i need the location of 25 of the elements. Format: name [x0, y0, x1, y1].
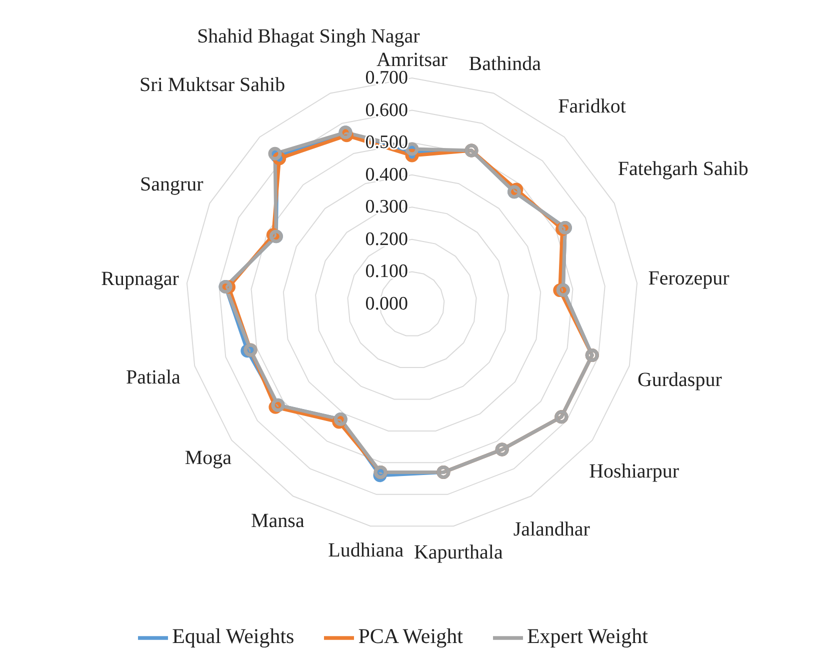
spoke-label: Hoshiarpur: [589, 460, 680, 483]
legend-label: PCA Weight: [358, 624, 463, 648]
spoke-label: Mansa: [251, 510, 304, 532]
spoke-label: Ferozepur: [648, 267, 730, 290]
legend-label: Equal Weights: [172, 624, 294, 648]
spoke-label: Jalandhar: [513, 518, 590, 541]
spoke-label: Bathinda: [468, 53, 542, 76]
spoke-label: Kapurthala: [414, 541, 503, 564]
spoke-label: Moga: [184, 446, 232, 469]
spoke-label: Shahid Bhagat Singh Nagar: [197, 26, 420, 48]
spoke-label: Gurdaspur: [637, 369, 722, 392]
spoke-label: Rupnagar: [101, 268, 180, 290]
y-tick-label: 0.200: [365, 228, 408, 250]
y-tick-label: 0.400: [365, 164, 408, 186]
y-tick-label: 0.100: [365, 261, 408, 282]
spoke-label: Ludhiana: [328, 540, 404, 562]
spoke-label: Sangrur: [140, 173, 204, 196]
spoke-label: Faridkot: [558, 95, 626, 118]
spoke-label: Sri Muktsar Sahib: [140, 74, 286, 96]
spoke-label: Fatehgarh Sahib: [618, 158, 748, 180]
legend-label: Expert Weight: [526, 624, 648, 648]
spoke-label: Patiala: [126, 366, 181, 389]
y-tick-label: 0.000: [365, 294, 408, 314]
y-tick-label: 0.300: [365, 196, 408, 218]
y-tick-label: 0.600: [365, 100, 408, 121]
